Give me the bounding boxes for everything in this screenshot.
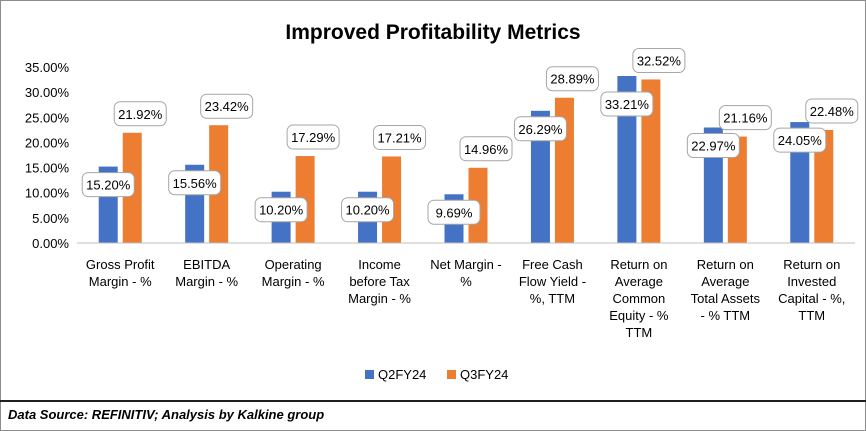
y-tick-label: 10.00%: [25, 186, 70, 201]
y-tick-label: 0.00%: [32, 236, 69, 251]
data-labels: 15.20% 21.92% 15.56% 23.42% 10.20% 17.29% 10.2…: [81, 47, 859, 225]
bar-Q3FY24: [814, 129, 834, 243]
data-label-box: [545, 66, 599, 92]
data-label: 14.96%: [459, 136, 513, 162]
data-label-box: [718, 105, 772, 131]
data-label-box: [81, 172, 135, 198]
bar-Q3FY24: [641, 79, 661, 243]
legend-label: Q2FY24: [378, 367, 426, 382]
data-label: 21.16%: [718, 105, 772, 131]
y-tick-label: 25.00%: [25, 110, 70, 125]
legend-swatch-Q2FY24: [365, 370, 374, 379]
data-label-text: 10.20%: [259, 203, 304, 218]
data-label-box: [632, 47, 686, 73]
data-label: 24.05%: [773, 127, 827, 153]
data-label-text: 22.97%: [691, 138, 736, 153]
x-tick-label: Free Cash Flow Yield -%, TTM: [519, 257, 586, 306]
data-label-box: [113, 101, 167, 127]
chart-area: Improved Profitability Metrics 0.00% 5.00…: [25, 21, 859, 382]
data-label-box: [773, 127, 827, 153]
legend: Q2FY24 Q3FY24: [365, 367, 508, 382]
legend-swatch-Q3FY24: [447, 370, 456, 379]
x-tick-label: Operating Margin - %: [262, 257, 325, 289]
data-label: 17.21%: [373, 124, 427, 150]
data-label: 23.42%: [200, 93, 254, 119]
data-label-text: 21.92%: [118, 107, 163, 122]
x-tick-label: Return on Average Common Equity - % TTM: [609, 257, 669, 340]
x-tick-label: Return on Invested Capital - %, TTM: [778, 257, 845, 323]
data-label: 28.89%: [545, 66, 599, 92]
data-label: 10.20%: [254, 197, 308, 223]
data-label-text: 21.16%: [723, 111, 768, 126]
data-label: 22.48%: [805, 98, 859, 124]
y-tick-label: 5.00%: [32, 211, 69, 226]
x-tick-label: Return on Average Total Assets - % TTM: [691, 257, 761, 323]
data-label-box: [427, 199, 481, 225]
y-tick-label: 35.00%: [25, 60, 70, 75]
data-label-box: [459, 136, 513, 162]
data-label: 33.21%: [600, 91, 654, 117]
data-label-box: [513, 116, 567, 142]
x-tick-label: Net Margin -%: [430, 257, 502, 289]
data-label-box: [286, 124, 340, 150]
data-label-box: [341, 197, 395, 223]
data-label-text: 23.42%: [205, 99, 250, 114]
source-note-text: Data Source: REFINITIV; Analysis by Kalk…: [8, 407, 325, 422]
legend-label: Q3FY24: [460, 367, 508, 382]
data-label-box: [168, 170, 222, 196]
y-tick-label: 30.00%: [25, 85, 70, 100]
data-label-text: 26.29%: [518, 122, 563, 137]
data-label-text: 32.52%: [637, 53, 682, 68]
data-label-box: [805, 98, 859, 124]
y-axis: 0.00% 5.00% 10.00% 15.00% 20.00% 25.00% 30.00%…: [25, 60, 70, 251]
bar-Q2FY24: [617, 76, 637, 243]
source-note: Data Source: REFINITIV; Analysis by Kalk…: [0, 400, 866, 431]
y-tick-label: 15.00%: [25, 161, 70, 176]
data-label: 15.20%: [81, 172, 135, 198]
chart-title: Improved Profitability Metrics: [285, 21, 580, 44]
data-label: 15.56%: [168, 170, 222, 196]
data-label-text: 9.69%: [436, 205, 473, 220]
data-label-text: 28.89%: [550, 72, 595, 87]
data-label: 21.92%: [113, 101, 167, 127]
data-label-text: 14.96%: [464, 142, 509, 157]
x-tick-label: Income before Tax Margin - %: [348, 257, 411, 306]
data-label-text: 33.21%: [605, 97, 650, 112]
data-label: 17.29%: [286, 124, 340, 150]
data-label: 26.29%: [513, 116, 567, 142]
data-label-text: 17.21%: [378, 130, 423, 145]
data-label-box: [600, 91, 654, 117]
bar-Q2FY24: [530, 110, 550, 243]
data-label-box: [373, 124, 427, 150]
data-label-text: 10.20%: [346, 203, 391, 218]
bar-Q3FY24: [727, 136, 747, 243]
data-label-box: [686, 132, 740, 158]
y-tick-label: 20.00%: [25, 135, 70, 150]
bar-chart: Improved Profitability Metrics 0.00% 5.00…: [25, 21, 859, 382]
data-label-text: 15.20%: [86, 178, 131, 193]
data-label-text: 15.56%: [173, 176, 218, 191]
data-label-text: 22.48%: [810, 104, 855, 119]
data-label-text: 24.05%: [778, 133, 823, 148]
data-label-box: [200, 93, 254, 119]
x-tick-label: Gross Profit Margin - %: [86, 257, 155, 289]
data-label: 32.52%: [632, 47, 686, 73]
data-label: 9.69%: [427, 199, 481, 225]
data-label: 10.20%: [341, 197, 395, 223]
x-tick-label: EBITDA Margin - %: [175, 257, 238, 289]
data-label-box: [254, 197, 308, 223]
x-axis: Gross Profit Margin - % EBITDA Margin - % Op…: [77, 242, 855, 340]
data-label: 22.97%: [686, 132, 740, 158]
data-label-text: 17.29%: [291, 130, 336, 145]
